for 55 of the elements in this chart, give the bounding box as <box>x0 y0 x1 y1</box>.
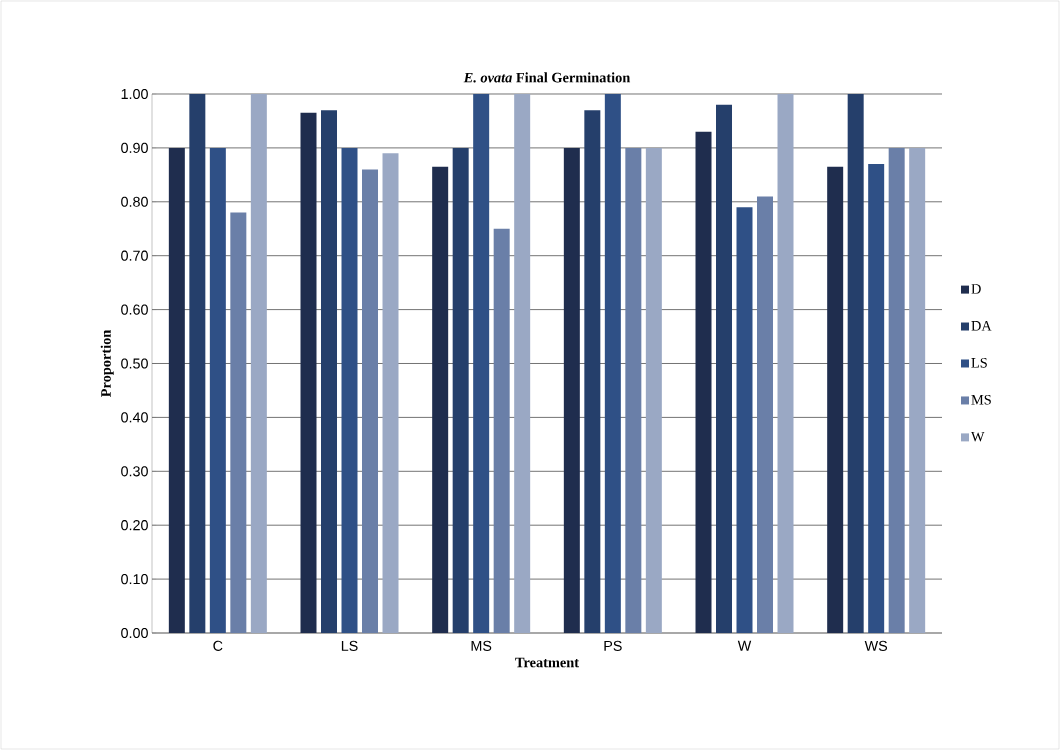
bar <box>847 93 864 633</box>
bar <box>362 169 378 633</box>
bar <box>452 147 469 633</box>
bar <box>189 93 206 633</box>
y-tick-label: 0.20 <box>121 520 148 531</box>
bar <box>584 110 601 633</box>
bar <box>321 110 337 633</box>
legend-label: MS <box>971 394 991 405</box>
y-tick-label: 0.40 <box>121 412 148 423</box>
bar <box>757 196 773 633</box>
bar <box>736 207 753 633</box>
x-axis-title: Treatment <box>515 657 579 668</box>
y-tick-label: 0.10 <box>121 574 148 585</box>
bar <box>300 112 317 633</box>
bar <box>514 93 531 633</box>
bar <box>209 147 226 633</box>
bar <box>563 147 580 633</box>
bar <box>777 93 794 633</box>
bar <box>625 147 642 633</box>
y-tick-label: 0.60 <box>121 304 148 315</box>
x-tick-label: W <box>737 640 752 651</box>
bar <box>868 164 885 633</box>
bar <box>230 212 247 633</box>
y-tick-label: 0.30 <box>121 466 148 477</box>
y-axis-title: Proportion <box>100 329 114 397</box>
bar <box>250 93 267 633</box>
bar <box>695 131 712 633</box>
x-tick-label: WS <box>864 640 888 651</box>
x-tick-label: LS <box>341 640 358 651</box>
bar <box>473 93 490 633</box>
legend-label: W <box>971 431 985 442</box>
y-tick-label: 1.00 <box>121 88 148 100</box>
x-tick-label: C <box>213 640 223 651</box>
bar <box>888 147 905 633</box>
x-tick-label: MS <box>471 640 492 651</box>
legend-label: D <box>971 284 981 294</box>
x-tick-label: PS <box>604 640 622 651</box>
bar <box>341 147 358 633</box>
bar <box>827 166 844 633</box>
y-tick-label: 0.70 <box>121 250 148 261</box>
bar <box>604 93 621 633</box>
y-tick-label: 0.50 <box>121 358 148 369</box>
chart-title: E. ovata Final Germination <box>463 72 631 83</box>
y-tick-label: 0.90 <box>121 142 148 153</box>
bar <box>493 228 510 633</box>
bar <box>909 147 926 633</box>
bar <box>432 166 449 633</box>
bar <box>168 147 185 633</box>
y-tick-label: 0.00 <box>121 627 148 639</box>
legend-label: LS <box>971 357 987 368</box>
y-tick-label: 0.80 <box>121 196 148 207</box>
bar <box>716 104 732 633</box>
bar <box>645 147 662 633</box>
legend-label: DA <box>971 321 992 331</box>
bar <box>382 153 399 633</box>
